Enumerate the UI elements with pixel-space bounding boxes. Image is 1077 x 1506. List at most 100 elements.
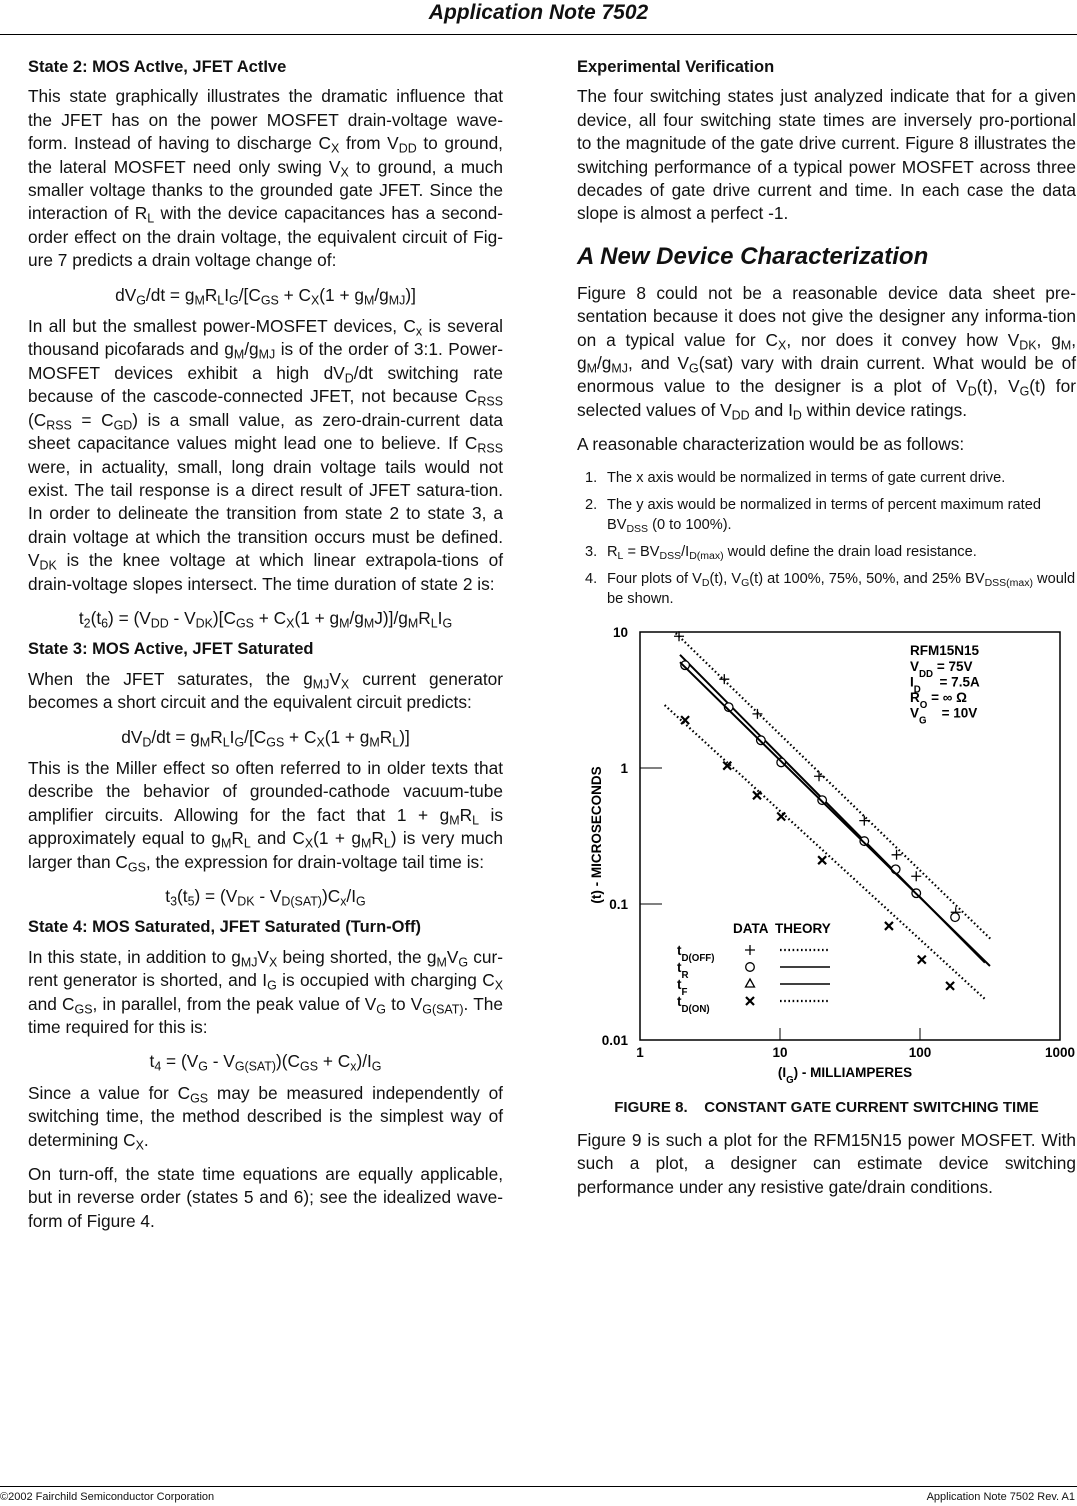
text-run: (1 + g	[313, 828, 361, 849]
legend-entry: tF	[677, 977, 688, 998]
subscript: G	[741, 576, 750, 589]
text-run: This is the Miller effect so often refer…	[28, 757, 503, 825]
text-run: - V	[207, 1051, 235, 1072]
page-header: Application Note 7502	[428, 1, 649, 24]
subscript: M	[363, 293, 375, 308]
text-run: would define the drain load resistance.	[723, 543, 977, 560]
subscript: D	[914, 684, 921, 695]
data-point	[911, 871, 922, 882]
subscript: DSS	[626, 522, 649, 535]
text-run: with the device capacitances has a secon…	[28, 203, 504, 271]
subscript: D(ON)	[682, 1004, 710, 1015]
header-rule	[0, 34, 1077, 35]
text-run: /g	[244, 339, 259, 360]
text-run: is occupied with charging C	[276, 970, 495, 991]
subscript: MJ	[240, 955, 258, 970]
text-run: R	[379, 726, 393, 747]
subscript: M	[233, 348, 245, 363]
text-run: I	[437, 607, 443, 628]
text-run: Since a value for C	[28, 1082, 191, 1103]
subscript: X	[268, 955, 278, 970]
text-run: and C	[250, 828, 305, 849]
text-run: R	[204, 284, 218, 305]
equation: t4 = (VG - VG(SAT))(CGS + Cx)/IG	[28, 1050, 503, 1073]
text-run: I	[229, 726, 235, 747]
paragraph: In all but the smallest power-MOSFET dev…	[28, 315, 503, 596]
subscript: GS	[260, 293, 279, 308]
list-item: 3. RL = BVDSS/ID(max) would define the dr…	[585, 542, 1076, 562]
text-run: dV	[121, 726, 143, 747]
data-point	[945, 981, 955, 991]
text-run: V	[446, 946, 459, 967]
text-run: to V	[385, 993, 423, 1014]
text-run: R	[231, 828, 244, 849]
subscript: RSS	[477, 441, 503, 456]
subscript: DD	[150, 616, 169, 631]
subscript: RSS	[477, 395, 503, 410]
subscript: G	[229, 293, 239, 308]
subscript: M	[436, 955, 447, 970]
text-run: /[C	[244, 726, 267, 747]
paragraph: Figure 9 is such a plot for the RFM15N15…	[577, 1129, 1076, 1199]
marker-shape	[680, 715, 690, 725]
subscript: G	[689, 361, 699, 376]
text-run: (t) at 100%, 75%, 50%, and 25% BV	[749, 570, 985, 587]
data-point	[680, 715, 690, 725]
text-run: t	[149, 1051, 155, 1072]
text-run: ) = (V	[108, 607, 151, 628]
marker-shape	[719, 674, 730, 685]
subscript: G	[198, 1060, 208, 1075]
text-run: (t	[90, 607, 102, 628]
text-run: In all but the smallest power-MOSFET dev…	[28, 316, 416, 337]
text-run: were, in actuality, small, long drain vo…	[28, 456, 503, 571]
legend-header: THEORY	[775, 921, 831, 936]
paragraph: When the JFET saturates, the gMJVX curre…	[28, 668, 503, 715]
marker-shape	[723, 702, 734, 713]
subscript: D	[344, 371, 354, 386]
subscript: x	[350, 1060, 357, 1075]
annotation-line: VDD = 75V	[910, 659, 972, 680]
subscript: L	[617, 549, 624, 562]
paragraph: This state graphically illustrates the d…	[28, 85, 503, 272]
subscript: 2	[83, 616, 91, 631]
text-run: )/I	[356, 1051, 372, 1072]
subscript: MJ	[258, 348, 276, 363]
text-run: )(C	[276, 1051, 301, 1072]
text-run: = ∞ Ω	[927, 690, 967, 705]
footer-left: ©2002 Fairchild Semiconductor Corporatio…	[0, 1491, 215, 1503]
marker-shape	[744, 977, 756, 988]
text-run: State 2: MOS ActIve, JFET ActIve	[28, 58, 287, 76]
text-run: = 75V	[933, 659, 972, 674]
subscript: X	[316, 735, 325, 750]
subscript: 5	[187, 894, 195, 909]
text-run: The y axis would be normalized in terms …	[607, 496, 1041, 533]
text-run: R	[607, 543, 618, 560]
subscript: M	[449, 813, 460, 828]
data-point	[891, 849, 902, 860]
text-run: /dt switching rate because of the cascod…	[28, 362, 503, 407]
text-run: + C	[278, 284, 311, 305]
subscript: L	[147, 212, 155, 227]
text-run: = (V	[161, 1051, 199, 1072]
text-run: /dt = g	[145, 284, 195, 305]
text-run: A reasonable characterization would be a…	[577, 434, 965, 455]
subscript: G	[919, 715, 927, 726]
text-run: t	[78, 607, 84, 628]
subscript: O	[920, 700, 928, 711]
legend-marker	[744, 977, 756, 988]
subscript: L	[472, 813, 479, 828]
subscript: DSS	[659, 549, 682, 562]
text-run: In this state, in addition to g	[28, 946, 241, 967]
subscript: D(SAT)	[281, 894, 322, 909]
text-run: - V	[254, 886, 282, 906]
section-heading: State 4: MOS Saturated, JFET Saturated (…	[28, 916, 503, 939]
subscript: MJ	[611, 361, 629, 376]
subscript: 6	[101, 616, 109, 631]
subscript: G(SAT)	[234, 1060, 277, 1075]
text-run: Experimental Verification	[577, 58, 775, 76]
text-run: = 7.5A	[921, 675, 980, 690]
subscript: F	[682, 987, 688, 998]
marker-shape	[891, 849, 902, 860]
data-point	[752, 708, 763, 719]
paragraph: On turn-off, the state time equations ar…	[28, 1163, 503, 1233]
